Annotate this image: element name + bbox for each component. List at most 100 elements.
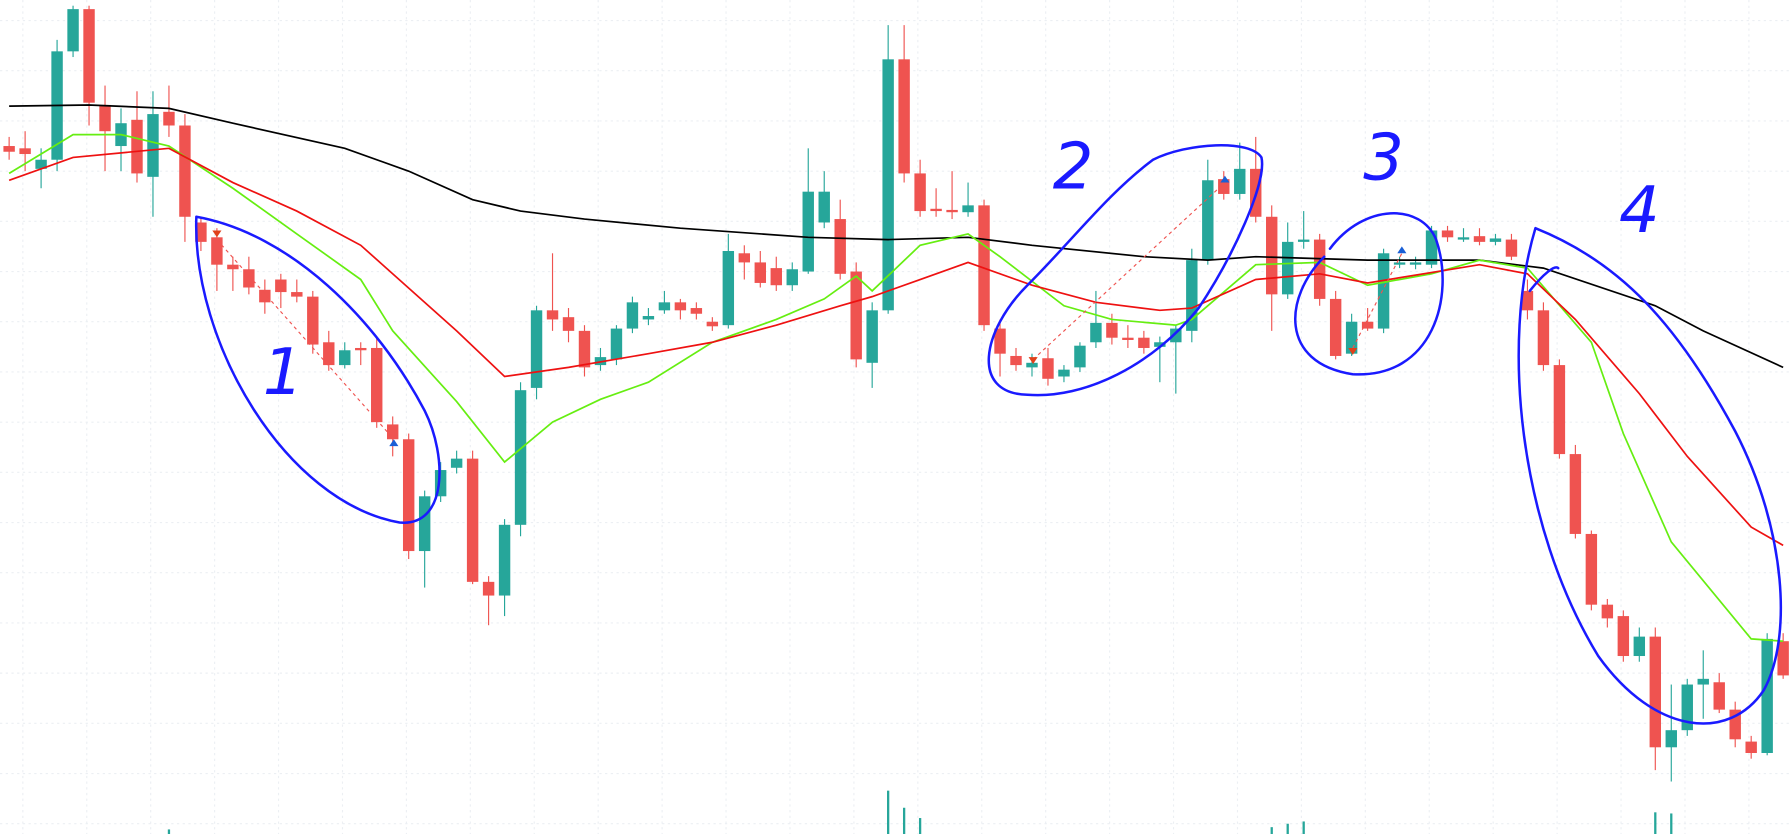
- candle-body: [1521, 290, 1534, 311]
- candle-body: [562, 317, 575, 331]
- candle-body: [530, 310, 543, 388]
- highlight-loop: [987, 144, 1264, 397]
- volume-bar: [902, 807, 906, 834]
- candle-body: [802, 191, 814, 272]
- volume-bar: [1286, 823, 1289, 834]
- hand-drawings: 1 2 3 4: [195, 122, 1783, 725]
- candle-body: [898, 59, 910, 174]
- candle-body: [674, 302, 687, 311]
- candle-body: [1425, 230, 1438, 265]
- candle-body: [163, 111, 175, 126]
- candle-body: [882, 59, 894, 311]
- candle-body: [195, 222, 207, 242]
- candle-body: [19, 148, 31, 155]
- volume-bar: [1270, 827, 1273, 834]
- candle-body: [1537, 310, 1550, 366]
- candle-body: [434, 470, 447, 497]
- candle-body: [259, 289, 271, 303]
- candle-body: [1761, 638, 1773, 753]
- candle-body: [1777, 641, 1789, 676]
- candle-body: [546, 310, 559, 320]
- highlight-loop: [1294, 212, 1444, 376]
- candle-body: [1617, 616, 1630, 657]
- candle-body: [1697, 678, 1709, 685]
- candle-body: [1361, 321, 1374, 329]
- candle-body: [754, 262, 767, 283]
- candle-body: [99, 104, 111, 132]
- candle-body: [946, 209, 958, 213]
- trend-line: [216, 239, 395, 440]
- sell-marker: [1348, 347, 1358, 355]
- candle-body: [690, 308, 703, 314]
- candle-body: [994, 328, 1006, 354]
- candle-body: [3, 146, 15, 152]
- volume-bar: [167, 829, 171, 834]
- candle-body: [1234, 168, 1246, 194]
- annotation: 4: [1619, 174, 1660, 248]
- candle-body: [323, 342, 335, 366]
- candle-body: [371, 347, 383, 423]
- candle-body: [850, 271, 862, 360]
- sell-marker: [1028, 357, 1038, 364]
- volume-bar: [1654, 812, 1657, 834]
- annotation: 2: [1053, 131, 1094, 205]
- candle-body: [355, 347, 367, 351]
- candle-body: [1665, 730, 1677, 748]
- sell-marker: [212, 230, 222, 238]
- candle-body: [179, 125, 191, 217]
- candle-body: [35, 159, 47, 169]
- candle-body: [1218, 179, 1230, 194]
- moving-average-line: [9, 104, 1784, 369]
- candle-body: [1457, 237, 1470, 240]
- candle-body: [227, 264, 239, 270]
- candle-body: [131, 119, 143, 174]
- highlight-loop: [1528, 266, 1560, 293]
- candle-body: [67, 9, 79, 52]
- candle-body: [1106, 322, 1118, 338]
- candle-body: [1569, 454, 1582, 534]
- candle-body: [1633, 636, 1646, 657]
- candle-body: [339, 350, 351, 366]
- candle-body: [1393, 262, 1406, 265]
- candle-body: [275, 279, 287, 293]
- volume-bar: [918, 818, 922, 834]
- candle-body: [706, 321, 719, 327]
- candle-body: [1281, 241, 1294, 295]
- candle-body: [1074, 345, 1086, 368]
- candle-body: [1649, 636, 1662, 748]
- candle-body: [466, 458, 479, 582]
- trend-line: [1032, 182, 1226, 360]
- candle-body: [1729, 709, 1741, 740]
- volume-bar: [1302, 821, 1305, 834]
- candle-body: [770, 268, 782, 286]
- candle-body: [147, 114, 159, 177]
- candle-body: [1473, 236, 1486, 242]
- trend-line: [1352, 253, 1403, 349]
- candle-body: [642, 316, 655, 320]
- candle-body: [1329, 298, 1342, 356]
- candle-body: [1186, 260, 1198, 331]
- candle-body: [482, 581, 495, 596]
- candle-body: [243, 269, 255, 288]
- buy-marker: [1397, 246, 1407, 254]
- candle-body: [307, 296, 319, 345]
- candle-body: [1058, 369, 1070, 377]
- volume-bar: [887, 790, 890, 834]
- candle-body: [1042, 358, 1054, 379]
- candle-body: [962, 205, 974, 213]
- candle-body: [1010, 355, 1022, 366]
- candle-body: [626, 302, 639, 329]
- candle-body: [211, 237, 223, 265]
- candle-body: [83, 9, 95, 103]
- candle-body: [1601, 604, 1614, 619]
- candle-body: [1266, 216, 1278, 295]
- candle-body: [1154, 342, 1166, 347]
- annotation: 3: [1363, 122, 1404, 196]
- candle-body: [402, 439, 415, 552]
- candle-body: [1313, 239, 1326, 299]
- moving-averages: [8, 104, 1784, 643]
- highlight-loop: [1517, 226, 1783, 725]
- candle-body: [914, 173, 926, 212]
- candle-body: [1681, 684, 1693, 731]
